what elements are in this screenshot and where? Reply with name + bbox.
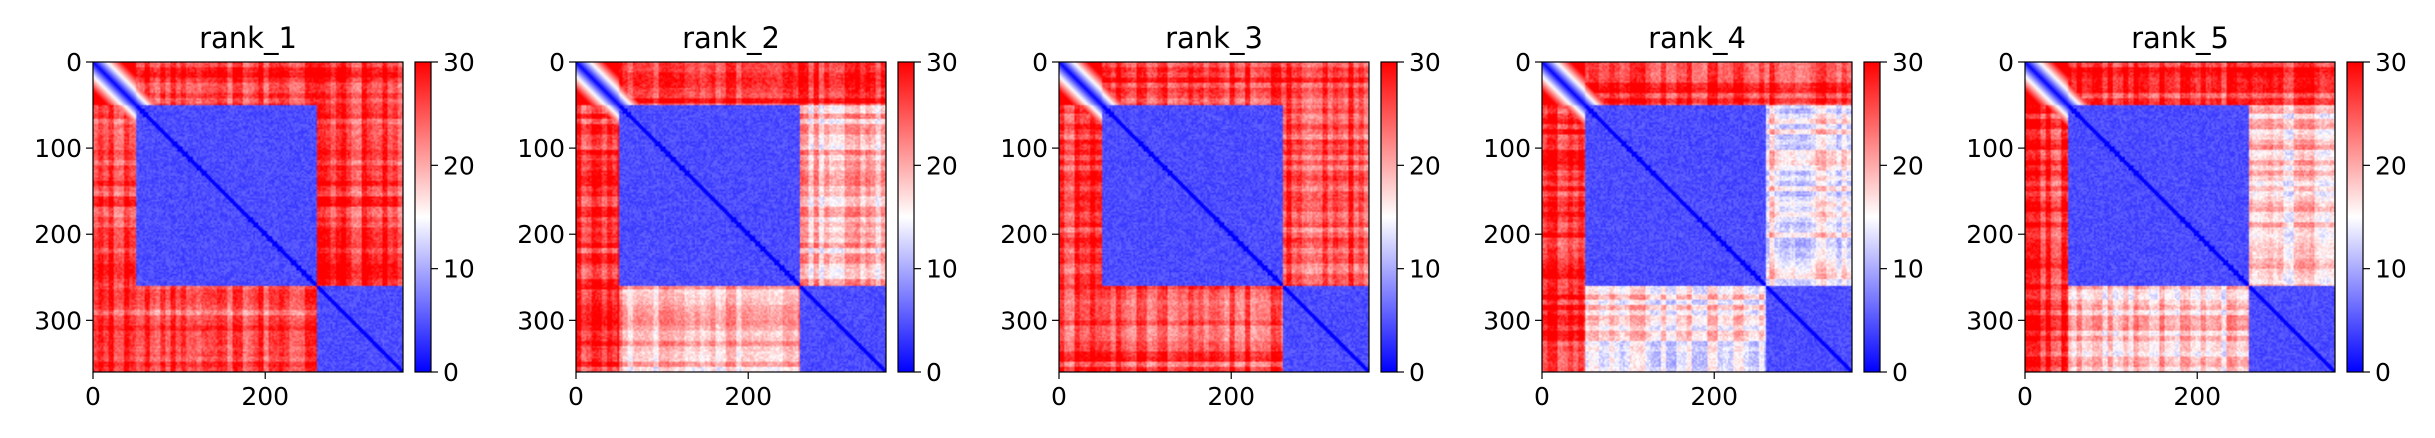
- colorbar-tick-label: 0: [2375, 358, 2391, 387]
- y-tick-label: 0: [1032, 48, 1048, 77]
- y-tick-label: 100: [34, 134, 82, 163]
- colorbar: [414, 61, 432, 373]
- heatmap-image: [93, 62, 403, 372]
- colorbar-tick-label: 20: [1892, 151, 1924, 180]
- x-tick-label: 0: [85, 382, 101, 411]
- heatmap-frame: [1541, 61, 1853, 373]
- x-tick-label: 0: [2017, 382, 2033, 411]
- colorbar-tick-label: 20: [443, 151, 475, 180]
- y-tick-label: 100: [517, 134, 565, 163]
- heatmap-frame: [1058, 61, 1370, 373]
- x-tick-label: 200: [1690, 382, 1738, 411]
- y-tick-label: 300: [1483, 306, 1531, 335]
- colorbar-tick-label: 20: [1409, 151, 1441, 180]
- x-tick-label: 0: [1534, 382, 1550, 411]
- colorbar-tick-label: 20: [2375, 151, 2407, 180]
- y-tick-label: 0: [1515, 48, 1531, 77]
- colorbar-tick-label: 10: [1892, 255, 1924, 284]
- colorbar-tick-label: 30: [1409, 48, 1441, 77]
- y-tick-label: 200: [34, 220, 82, 249]
- colorbar-tick-label: 30: [926, 48, 958, 77]
- colorbar-tick-label: 0: [926, 358, 942, 387]
- colorbar-tick-label: 0: [1892, 358, 1908, 387]
- panel-title: rank_5: [2131, 21, 2229, 55]
- y-tick-label: 0: [66, 48, 82, 77]
- heatmap-frame: [2024, 61, 2336, 373]
- colorbar-tick-label: 30: [1892, 48, 1924, 77]
- panel-title: rank_2: [682, 21, 780, 55]
- panel-title: rank_1: [199, 21, 297, 55]
- heatmap-image: [1059, 62, 1369, 372]
- colorbar: [2346, 61, 2364, 373]
- colorbar-tick-label: 10: [1409, 255, 1441, 284]
- x-tick-label: 200: [2173, 382, 2221, 411]
- x-tick-label: 0: [568, 382, 584, 411]
- colorbar-tick-label: 0: [443, 358, 459, 387]
- y-tick-label: 200: [1483, 220, 1531, 249]
- y-tick-label: 300: [1966, 306, 2014, 335]
- heatmap-image: [1542, 62, 1852, 372]
- colorbar: [897, 61, 915, 373]
- colorbar-tick-label: 0: [1409, 358, 1425, 387]
- y-tick-label: 100: [1483, 134, 1531, 163]
- colorbar: [1863, 61, 1881, 373]
- panel-title: rank_4: [1648, 21, 1746, 55]
- y-tick-label: 200: [1966, 220, 2014, 249]
- x-tick-label: 200: [241, 382, 289, 411]
- x-tick-label: 200: [724, 382, 772, 411]
- colorbar-tick-label: 20: [926, 151, 958, 180]
- panel-title: rank_3: [1165, 21, 1263, 55]
- y-tick-label: 200: [1000, 220, 1048, 249]
- y-tick-label: 300: [1000, 306, 1048, 335]
- y-tick-label: 100: [1966, 134, 2014, 163]
- heatmap-image: [2025, 62, 2335, 372]
- heatmap-panel-4: rank_4 0 200 0 100 200 300 0 10 20 30: [1483, 21, 1924, 411]
- y-tick-label: 200: [517, 220, 565, 249]
- y-tick-label: 100: [1000, 134, 1048, 163]
- colorbar-tick-label: 30: [443, 48, 475, 77]
- heatmap-image: [576, 62, 886, 372]
- colorbar-tick-label: 10: [926, 255, 958, 284]
- heatmap-panel-5: rank_5 0 200 0 100 200 300 0 10 20 30: [1966, 21, 2407, 411]
- heatmap-panel-2: rank_2 0 200 0 100 200 300 0 10 20 30: [517, 21, 958, 411]
- y-tick-label: 0: [1998, 48, 2014, 77]
- colorbar: [1380, 61, 1398, 373]
- y-tick-label: 300: [34, 306, 82, 335]
- x-tick-label: 200: [1207, 382, 1255, 411]
- x-tick-label: 0: [1051, 382, 1067, 411]
- heatmap-frame: [575, 61, 887, 373]
- heatmap-frame: [92, 61, 404, 373]
- colorbar-tick-label: 10: [443, 255, 475, 284]
- heatmap-panel-3: rank_3 0 200 0 100 200 300 0 10 20 30: [1000, 21, 1441, 411]
- heatmap-panel-1: rank_1 0 200 0 100 200 300 0 10 20 30: [34, 21, 475, 411]
- y-tick-label: 0: [549, 48, 565, 77]
- colorbar-tick-label: 30: [2375, 48, 2407, 77]
- colorbar-tick-label: 10: [2375, 255, 2407, 284]
- y-tick-label: 300: [517, 306, 565, 335]
